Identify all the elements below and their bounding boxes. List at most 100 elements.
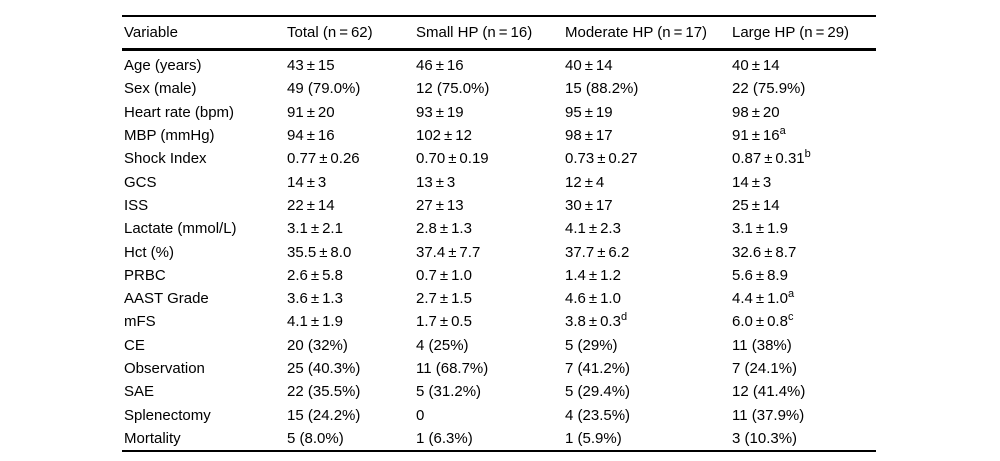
table-row: Lactate (mmol/L) 3.1 ± 2.1 2.8 ± 1.3 4.1 ± … [122,217,876,240]
cell-value-text: 3.6 ± 1.3 [287,290,343,308]
cell-value-text: 11 (37.9%) [732,406,805,424]
table-row: GCS 14 ± 3 13 ± 3 12 ± 4 14 ± 3 [122,170,876,193]
cell-value: 30 ± 17 [565,194,732,217]
cell-value: 0.70 ± 0.19 [416,147,565,170]
cell-value: 11 (68.7%) [416,357,565,380]
cell-value: 1 (5.9%) [565,426,732,453]
table-row: Observation 25 (40.3%) 11 (68.7%) 7 (41.2%)… [122,357,876,380]
cell-value-text: 14 ± 3 [287,173,327,191]
cell-value: 95 ± 19 [565,101,732,124]
cell-value: 37.4 ± 7.7 [416,240,565,263]
cell-value-text: 11 (38%) [732,336,792,354]
cell-value: 22 (75.9%) [732,77,876,100]
cell-value: 49 (79.0%) [287,77,416,100]
cell-variable: Shock Index [124,150,207,168]
table-row: Age (years) 43 ± 15 46 ± 16 40 ± 14 40 ± 14 [122,50,876,78]
cell-value: 4.1 ± 1.9 [287,310,416,333]
table-body: Age (years) 43 ± 15 46 ± 16 40 ± 14 40 ± 14 S… [122,50,876,453]
cell-value-text: 20 (32%) [287,336,348,354]
cell-value-text: 30 ± 17 [565,196,613,214]
table-row: Splenectomy 15 (24.2%) 0 4 (23.5%) 11 (37.9%… [122,403,876,426]
cell-value-text: 0.73 ± 0.27 [565,150,638,168]
stats-table: Variable Total (n = 62) Small HP (n = 16… [122,15,876,453]
cell-variable: MBP (mmHg) [124,127,215,145]
cell-variable: PRBC [124,266,166,284]
cell-value: 12 ± 4 [565,170,732,193]
significance-marker: c [787,311,794,324]
cell-value-text: 22 (75.9%) [732,80,806,98]
cell-value: 93 ± 19 [416,101,565,124]
cell-value: 12 (75.0%) [416,77,565,100]
cell-value-text: 2.8 ± 1.3 [416,220,472,238]
cell-value-text: 2.6 ± 5.8 [287,266,343,284]
cell-value-text: 5 (8.0%) [287,429,344,447]
cell-value: 91 ± 16a [732,124,876,147]
column-header-total: Total (n = 62) [287,15,416,51]
cell-value-text: 12 (41.4%) [732,383,806,401]
cell-value-text: 43 ± 15 [287,57,335,75]
cell-value: 32.6 ± 8.7 [732,240,876,263]
cell-variable: Hct (%) [124,243,174,261]
cell-value-text: 5 (29.4%) [565,383,631,401]
stats-table-container: Variable Total (n = 62) Small HP (n = 16… [122,15,876,453]
cell-value: 6.0 ± 0.8c [732,310,876,333]
cell-value: 5 (31.2%) [416,380,565,403]
table-row: Mortality 5 (8.0%) 1 (6.3%) 1 (5.9%) 3 (10.3… [122,426,876,453]
cell-value: 98 ± 17 [565,124,732,147]
cell-variable: Mortality [122,426,287,453]
cell-value-text: 5 (29%) [565,336,618,354]
cell-variable: Heart rate (bpm) [124,103,235,121]
cell-value-text: 35.5 ± 8.0 [287,243,352,261]
cell-value: 7 (24.1%) [732,357,876,380]
cell-value: 4 (25%) [416,334,565,357]
cell-value-text: 93 ± 19 [416,103,464,121]
table-row: Hct (%) 35.5 ± 8.0 37.4 ± 7.7 37.7 ± 6.2 32.… [122,240,876,263]
cell-value: 14 ± 3 [732,170,876,193]
significance-marker: b [804,148,811,161]
column-header-small-hp: Small HP (n = 16) [416,15,565,51]
cell-value: 3 (10.3%) [732,426,876,453]
cell-value: 15 (88.2%) [565,77,732,100]
table-row: CE 20 (32%) 4 (25%) 5 (29%) 11 (38%) [122,334,876,357]
cell-value-text: 4 (23.5%) [565,406,631,424]
column-header-moderate-hp: Moderate HP (n = 17) [565,15,732,51]
cell-value-text: 22 (35.5%) [287,383,361,401]
cell-value-text: 13 ± 3 [416,173,456,191]
cell-value-text: 12 ± 4 [565,173,605,191]
cell-value: 43 ± 15 [287,50,416,78]
table-row: PRBC 2.6 ± 5.8 0.7 ± 1.0 1.4 ± 1.2 5.6 ± 8.9 [122,264,876,287]
cell-variable: Splenectomy [124,406,211,424]
header-row: Variable Total (n = 62) Small HP (n = 16… [122,15,876,51]
cell-value-text: 3.1 ± 2.1 [287,220,343,238]
cell-value: 40 ± 14 [732,50,876,78]
cell-value: 1 (6.3%) [416,426,565,453]
cell-value: 22 (35.5%) [287,380,416,403]
cell-value-text: 5 (31.2%) [416,383,482,401]
cell-variable: GCS [124,173,157,191]
cell-value-text: 3.1 ± 1.9 [732,220,788,238]
cell-value-text: 4 (25%) [416,336,469,354]
cell-value-text: 40 ± 14 [732,57,780,75]
cell-value-text: 46 ± 16 [416,57,464,75]
table-row: Heart rate (bpm) 91 ± 20 93 ± 19 95 ± 19 98 … [122,101,876,124]
cell-value: 14 ± 3 [287,170,416,193]
table-row: Shock Index 0.77 ± 0.26 0.70 ± 0.19 0.73 ± … [122,147,876,170]
cell-value-text: 27 ± 13 [416,196,464,214]
cell-value-text: 0 [416,406,425,424]
cell-value-text: 15 (88.2%) [565,80,639,98]
cell-value: 37.7 ± 6.2 [565,240,732,263]
cell-variable: Observation [124,360,205,377]
cell-value: 0.77 ± 0.26 [287,147,416,170]
cell-value-text: 49 (79.0%) [287,80,361,98]
cell-value-text: 102 ± 12 [416,127,472,145]
cell-value: 3.8 ± 0.3d [565,310,732,333]
cell-value: 1.4 ± 1.2 [565,264,732,287]
cell-value: 7 (41.2%) [565,357,732,380]
cell-value-text: 11 (68.7%) [416,360,489,377]
cell-value: 46 ± 16 [416,50,565,78]
cell-value: 2.6 ± 5.8 [287,264,416,287]
cell-value: 25 ± 14 [732,194,876,217]
cell-value: 5.6 ± 8.9 [732,264,876,287]
cell-value: 91 ± 20 [287,101,416,124]
cell-variable: Lactate (mmol/L) [124,220,237,238]
